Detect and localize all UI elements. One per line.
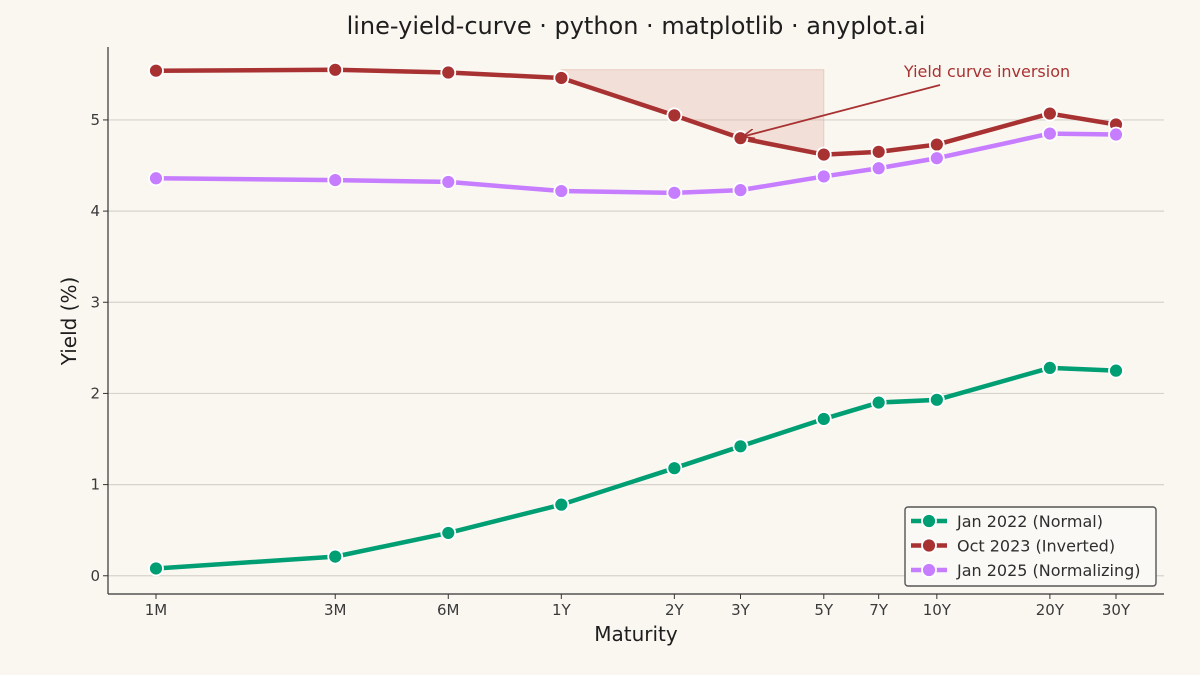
data-point [440,174,457,190]
data-point [928,150,945,167]
x-tick-label: 3Y [731,601,751,619]
y-tick-label: 0 [90,567,100,585]
data-point [148,62,164,79]
data-point [1041,125,1058,142]
x-tick-label: 7Y [869,601,889,619]
data-point [666,107,683,124]
data-point [1041,360,1058,376]
x-tick-label: 30Y [1102,601,1131,619]
x-tick-label: 1Y [552,601,572,619]
data-point [815,146,832,163]
y-tick-label: 4 [90,202,100,220]
annotation-label: Yield curve inversion [903,62,1070,81]
inversion-shaded-area [560,69,825,156]
legend-swatch-marker [921,537,937,554]
data-point [327,548,344,565]
data-point [553,496,570,513]
legend: Jan 2022 (Normal) Oct 2023 (Inverted) Jan … [904,506,1157,587]
legend-swatch-marker [921,562,937,578]
legend-entry: Jan 2022 (Normal) [911,512,1103,531]
data-point [1108,362,1124,379]
data-point [1108,126,1124,143]
data-point [870,394,887,411]
data-point [1041,105,1058,122]
data-point [440,525,457,541]
data-point [327,172,344,189]
legend-entry: Oct 2023 (Inverted) [911,537,1115,556]
chart-title: line-yield-curve · python · matplotlib ·… [347,12,926,40]
x-tick-label: 20Y [1036,601,1065,619]
legend-swatch-marker [921,513,937,529]
y-tick-label: 5 [90,111,100,129]
data-point [148,170,164,187]
y-tick-label: 3 [90,293,100,311]
data-point [732,182,749,199]
annotation: Yield curve inversion [744,62,1070,136]
y-axis-title: Yield (%) [57,277,81,367]
x-tick-label: 10Y [923,601,952,619]
series-3 [148,125,1124,201]
series-line [153,131,1119,196]
x-axis-title: Maturity [594,622,678,646]
data-point [732,130,749,147]
series-1 [148,360,1124,577]
data-point [928,391,945,408]
x-tick-label: 5Y [814,601,834,619]
legend-label: Oct 2023 (Inverted) [957,537,1115,556]
data-point [553,183,570,199]
data-point [870,160,887,177]
x-tick-label: 3M [324,601,347,619]
series-lines [148,61,1124,577]
data-point [928,136,945,153]
data-point [148,560,164,577]
data-point [440,64,457,81]
x-tick-label: 1M [145,601,168,619]
legend-entry: Jan 2025 (Normalizing) [911,561,1141,580]
y-tick-label: 2 [90,384,100,402]
axes: 0 1 2 3 4 5 1M 3M 6M 1Y 2Y 3Y 5Y 7Y 10Y 20Y 30Y [90,47,1164,619]
data-point [327,61,344,78]
x-tick-label: 6M [437,601,460,619]
data-point [553,70,570,86]
x-tick-label: 2Y [665,601,685,619]
y-tick-label: 1 [90,476,100,494]
legend-label: Jan 2025 (Normalizing) [956,561,1141,580]
data-point [666,184,683,201]
legend-box [904,506,1157,587]
data-point [815,168,832,185]
legend-label: Jan 2022 (Normal) [956,512,1103,531]
data-point [666,460,683,477]
annotation-arrow [744,84,941,136]
data-point [732,438,749,455]
series-2 [148,61,1124,163]
data-point [815,411,832,427]
inversion-shading [560,69,825,156]
data-point [870,143,887,160]
